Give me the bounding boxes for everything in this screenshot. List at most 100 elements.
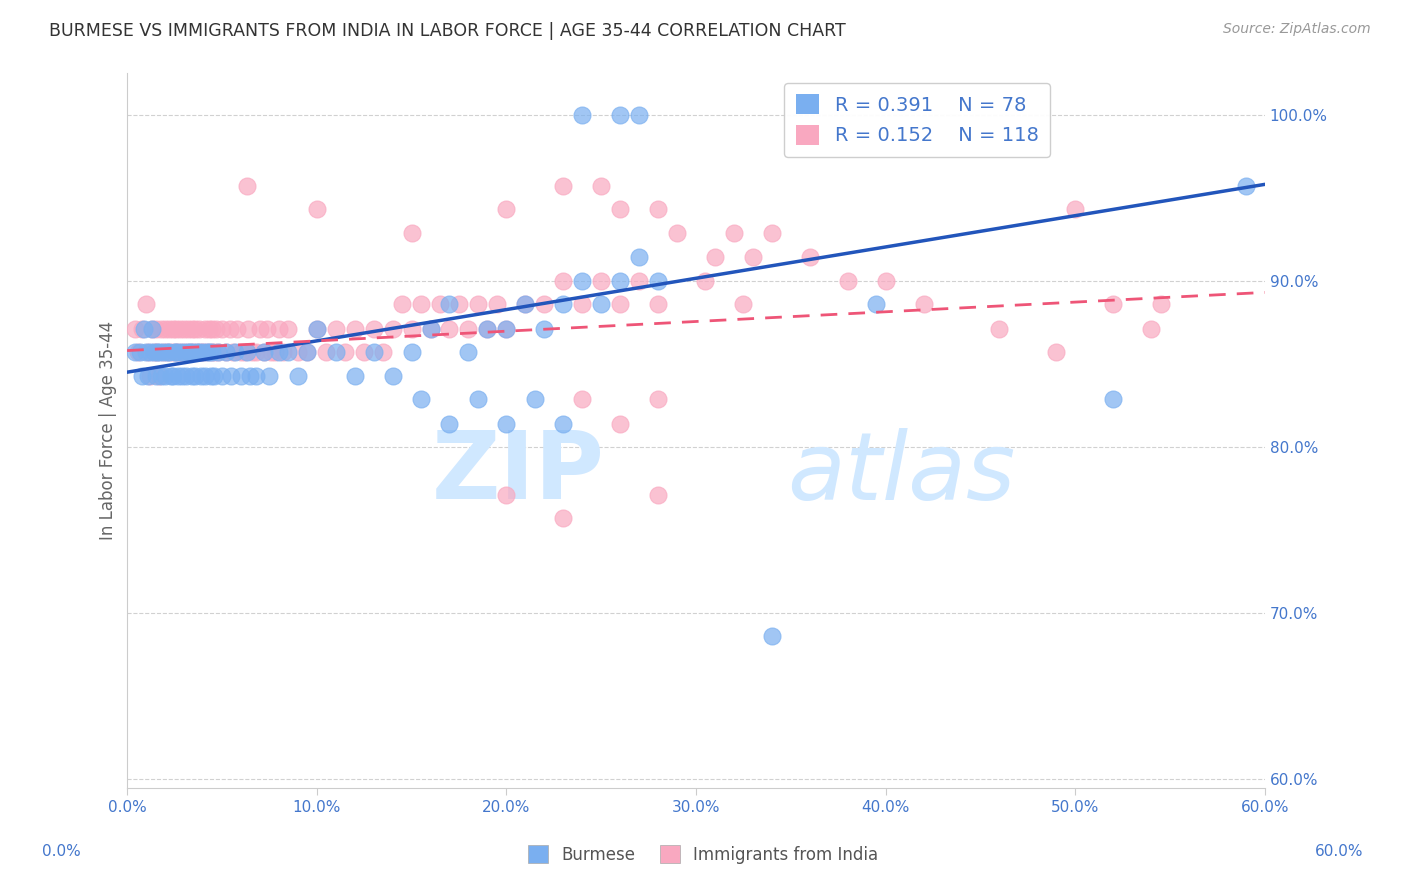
Immigrants from India	[723, 226, 745, 240]
Immigrants from India	[191, 345, 214, 359]
Burmese	[297, 345, 319, 359]
Immigrants from India	[173, 322, 195, 336]
Burmese	[174, 368, 197, 383]
Immigrants from India	[429, 297, 451, 311]
Immigrants from India	[381, 322, 404, 336]
Immigrants from India	[315, 345, 337, 359]
Burmese	[628, 107, 651, 121]
Burmese	[139, 345, 162, 359]
Burmese	[200, 368, 222, 383]
Burmese	[141, 322, 163, 336]
Immigrants from India	[485, 297, 508, 311]
Burmese	[190, 368, 212, 383]
Immigrants from India	[704, 251, 727, 265]
Immigrants from India	[553, 274, 575, 288]
Burmese	[325, 345, 347, 359]
Burmese	[229, 368, 252, 383]
Immigrants from India	[180, 322, 202, 336]
Immigrants from India	[533, 297, 555, 311]
Burmese	[343, 368, 366, 383]
Burmese	[259, 368, 281, 383]
Immigrants from India	[1102, 297, 1125, 311]
Immigrants from India	[183, 345, 205, 359]
Immigrants from India	[167, 345, 190, 359]
Immigrants from India	[197, 322, 219, 336]
Immigrants from India	[591, 274, 613, 288]
Burmese	[177, 345, 200, 359]
Burmese	[211, 368, 233, 383]
Burmese	[1234, 179, 1257, 194]
Immigrants from India	[875, 274, 897, 288]
Burmese	[134, 322, 156, 336]
Burmese	[202, 368, 225, 383]
Immigrants from India	[647, 392, 669, 406]
Immigrants from India	[409, 297, 432, 311]
Immigrants from India	[131, 322, 153, 336]
Immigrants from India	[553, 179, 575, 194]
Immigrants from India	[226, 322, 249, 336]
Immigrants from India	[305, 202, 328, 217]
Burmese	[305, 322, 328, 336]
Immigrants from India	[165, 322, 187, 336]
Burmese	[609, 274, 631, 288]
Immigrants from India	[353, 345, 375, 359]
Burmese	[201, 345, 224, 359]
Immigrants from India	[152, 345, 174, 359]
Immigrants from India	[553, 511, 575, 525]
Immigrants from India	[495, 202, 517, 217]
Immigrants from India	[200, 345, 222, 359]
Immigrants from India	[515, 297, 537, 311]
Immigrants from India	[141, 322, 163, 336]
Burmese	[609, 107, 631, 121]
Immigrants from India	[439, 322, 461, 336]
Burmese	[1102, 392, 1125, 406]
Immigrants from India	[229, 345, 252, 359]
Immigrants from India	[136, 345, 159, 359]
Immigrants from India	[609, 297, 631, 311]
Burmese	[381, 368, 404, 383]
Immigrants from India	[207, 345, 229, 359]
Immigrants from India	[174, 345, 197, 359]
Burmese	[477, 322, 499, 336]
Immigrants from India	[264, 345, 287, 359]
Immigrants from India	[215, 345, 238, 359]
Burmese	[148, 345, 170, 359]
Burmese	[153, 368, 176, 383]
Immigrants from India	[391, 297, 413, 311]
Immigrants from India	[363, 322, 385, 336]
Immigrants from India	[457, 322, 479, 336]
Legend: R = 0.391    N = 78, R = 0.152    N = 118: R = 0.391 N = 78, R = 0.152 N = 118	[785, 83, 1050, 157]
Burmese	[169, 345, 191, 359]
Burmese	[439, 297, 461, 311]
Immigrants from India	[647, 488, 669, 502]
Immigrants from India	[609, 202, 631, 217]
Immigrants from India	[186, 345, 208, 359]
Burmese	[194, 368, 217, 383]
Immigrants from India	[271, 345, 294, 359]
Immigrants from India	[741, 251, 763, 265]
Burmese	[277, 345, 299, 359]
Burmese	[172, 368, 194, 383]
Burmese	[136, 368, 159, 383]
Immigrants from India	[591, 179, 613, 194]
Burmese	[191, 345, 214, 359]
Immigrants from India	[571, 392, 593, 406]
Immigrants from India	[218, 322, 240, 336]
Burmese	[165, 345, 187, 359]
Burmese	[156, 345, 179, 359]
Burmese	[180, 368, 202, 383]
Burmese	[401, 345, 423, 359]
Y-axis label: In Labor Force | Age 35-44: In Labor Force | Age 35-44	[100, 321, 117, 540]
Immigrants from India	[666, 226, 689, 240]
Immigrants from India	[267, 322, 290, 336]
Immigrants from India	[571, 297, 593, 311]
Immigrants from India	[628, 274, 651, 288]
Burmese	[287, 368, 309, 383]
Immigrants from India	[467, 297, 489, 311]
Immigrants from India	[127, 345, 149, 359]
Immigrants from India	[695, 274, 717, 288]
Immigrants from India	[447, 297, 470, 311]
Burmese	[409, 392, 432, 406]
Immigrants from India	[145, 322, 167, 336]
Burmese	[628, 251, 651, 265]
